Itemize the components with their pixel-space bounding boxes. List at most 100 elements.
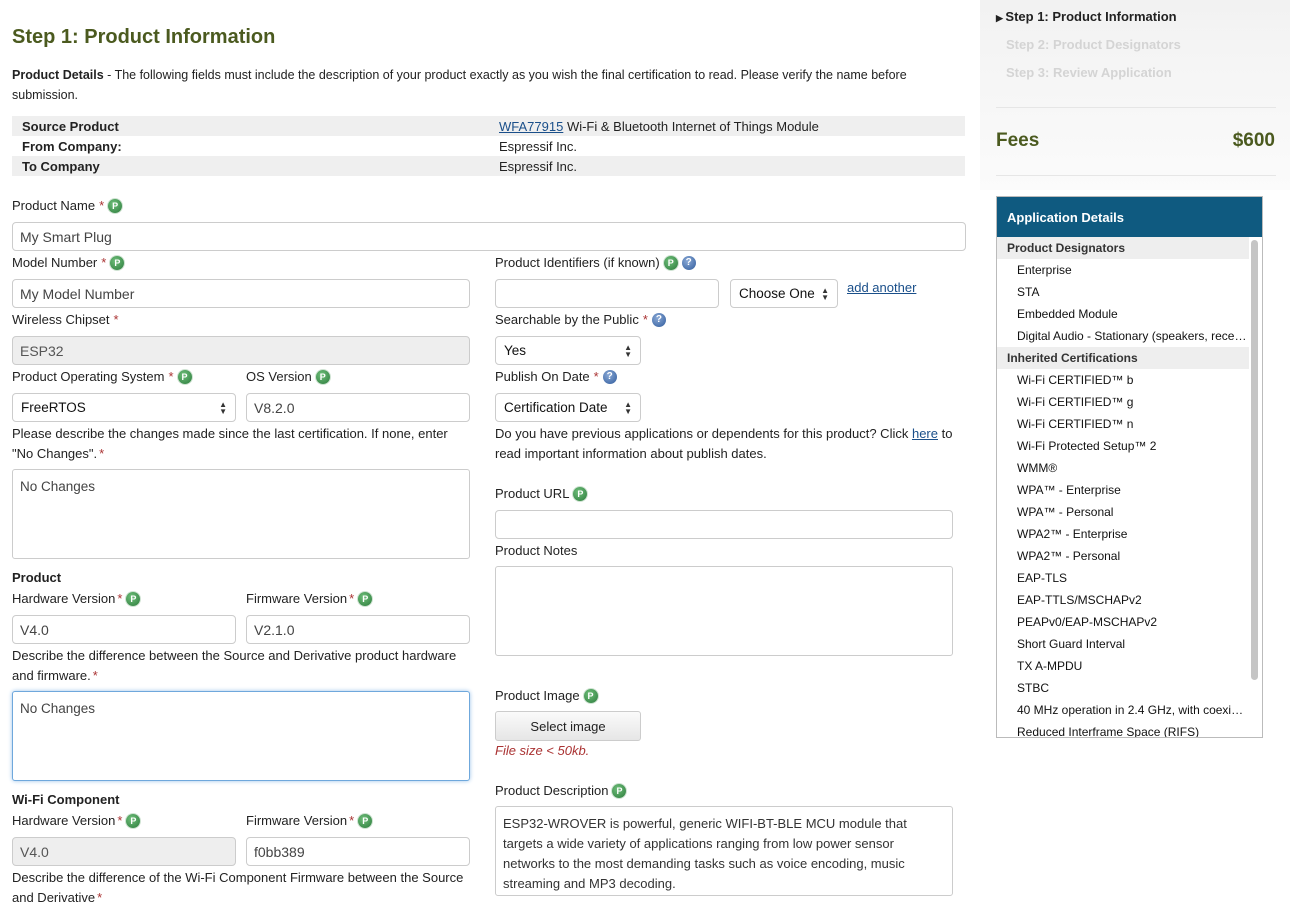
step-1: ▶ Step 1: Product Information [996, 9, 1177, 24]
p-info-icon[interactable]: P [126, 813, 141, 828]
details-item: WPA2™ - Personal [1017, 549, 1121, 563]
description-label: Product Description P [495, 783, 627, 798]
summary-label: From Company: [22, 138, 122, 154]
sidebar-steps: ▶ Step 1: Product Information Step 2: Pr… [980, 0, 1290, 190]
details-item: WPA2™ - Enterprise [1017, 527, 1128, 541]
hw-version-input[interactable]: V4.0 [12, 615, 236, 644]
summary-label: To Company [22, 158, 100, 174]
p-info-icon[interactable]: P [663, 255, 678, 270]
select-image-button[interactable]: Select image [495, 711, 641, 741]
identifiers-label: Product Identifiers (if known) P? [495, 255, 696, 270]
p-info-icon[interactable]: P [358, 813, 373, 828]
searchable-select[interactable]: Yes ▲ ▼ [495, 336, 641, 365]
os-version-label: OS Version P [246, 369, 330, 384]
details-item: EAP-TTLS/MSCHAPv2 [1017, 593, 1142, 607]
file-size-hint: File size < 50kb. [495, 743, 590, 758]
fw-version-label: Firmware Version * P [246, 591, 373, 606]
summary-value: Espressif Inc. [499, 158, 578, 174]
p-info-icon[interactable]: P [110, 255, 125, 270]
chevron-updown-icon: ▲ ▼ [821, 285, 829, 302]
details-item: STBC [1017, 681, 1050, 695]
details-item: WMM® [1017, 461, 1058, 475]
chevron-updown-icon: ▲ ▼ [624, 342, 632, 359]
chevron-updown-icon: ▲ ▼ [624, 399, 632, 416]
wifi-section-heading: Wi-Fi Component [12, 792, 120, 807]
product-section-heading: Product [12, 570, 62, 585]
details-item: Embedded Module [1017, 307, 1118, 321]
wifi-fw-version-label: Firmware Version * P [246, 813, 373, 828]
p-info-icon[interactable]: P [108, 198, 123, 213]
hw-version-label: Hardware Version * P [12, 591, 141, 606]
product-name-label: Product Name * P [12, 198, 123, 213]
summary-row: To Company Espressif Inc. [12, 156, 965, 176]
details-item: 40 MHz operation in 2.4 GHz, with coexis… [1017, 703, 1247, 717]
step-3: Step 3: Review Application [1006, 65, 1172, 80]
details-item: Digital Audio - Stationary (speakers, re… [1017, 329, 1247, 343]
summary-value: Espressif Inc. [499, 138, 578, 154]
notes-textarea[interactable] [495, 566, 953, 656]
details-item: TX A-MPDU [1017, 659, 1083, 673]
model-number-label: Model Number * P [12, 255, 125, 270]
help-icon[interactable]: ? [651, 312, 666, 327]
details-item: EAP-TLS [1017, 571, 1068, 585]
wireless-chipset-label: Wireless Chipset * [12, 312, 119, 327]
divider [996, 107, 1276, 108]
wifi-hw-version-input: V4.0 [12, 837, 236, 866]
chevron-updown-icon: ▲ ▼ [219, 399, 227, 416]
intro: Product Details - The following fields m… [12, 65, 962, 105]
description-textarea[interactable]: ESP32-WROVER is powerful, generic WIFI-B… [495, 806, 953, 896]
details-list: Product Designators Enterprise STA Embedde… [997, 237, 1262, 737]
os-label: Product Operating System * P [12, 369, 192, 384]
summary-value: Wi-Fi & Bluetooth Internet of Things Mod… [563, 118, 819, 134]
p-info-icon[interactable]: P [315, 369, 330, 384]
application-details-panel: Application Details Product Designators … [996, 196, 1263, 738]
certs-header: Inherited Certifications [997, 347, 1249, 369]
os-version-input[interactable]: V8.2.0 [246, 393, 470, 422]
details-item: Wi-Fi CERTIFIED™ n [1017, 417, 1134, 431]
add-another-link[interactable]: add another [847, 280, 917, 295]
publish-select[interactable]: Certification Date ▲ ▼ [495, 393, 641, 422]
designators-header: Product Designators [997, 237, 1249, 259]
product-name-input[interactable]: My Smart Plug [12, 222, 966, 251]
url-input[interactable] [495, 510, 953, 539]
changes-textarea[interactable]: No Changes [12, 469, 470, 559]
url-label: Product URL P [495, 486, 588, 501]
changes-label: Please describe the changes made since t… [12, 426, 448, 461]
model-number-input[interactable]: My Model Number [12, 279, 470, 308]
fees-label: Fees [996, 130, 1040, 151]
wireless-chipset-input: ESP32 [12, 336, 470, 365]
os-select[interactable]: FreeRTOS ▲ ▼ [12, 393, 236, 422]
summary-row: Source Product WFA77915 Wi-Fi & Bluetooth… [12, 116, 965, 136]
page-title: Step 1: Product Information [12, 26, 276, 48]
details-item: Short Guard Interval [1017, 637, 1126, 651]
summary-label: Source Product [22, 118, 119, 134]
searchable-label: Searchable by the Public *? [495, 312, 666, 327]
identifier-type-select[interactable]: Choose One ▲ ▼ [730, 279, 838, 308]
application-details-header: Application Details [997, 197, 1262, 237]
p-info-icon[interactable]: P [583, 688, 598, 703]
p-info-icon[interactable]: P [358, 591, 373, 606]
details-item: Reduced Interframe Space (RIFS) [1017, 725, 1200, 737]
step-2: Step 2: Product Designators [1006, 37, 1181, 52]
fees-value: $600 [1232, 130, 1275, 151]
p-info-icon[interactable]: P [612, 783, 627, 798]
help-icon[interactable]: ? [681, 255, 696, 270]
diff-textarea[interactable]: No Changes [12, 691, 470, 781]
publish-note: Do you have previous applications or dep… [495, 426, 953, 461]
wifi-diff-label: Describe the difference of the Wi-Fi Com… [12, 870, 464, 905]
wifi-fw-version-input[interactable]: f0bb389 [246, 837, 470, 866]
source-product-link[interactable]: WFA77915 [499, 118, 564, 134]
details-item: Enterprise [1017, 263, 1072, 277]
scrollbar[interactable] [1251, 240, 1258, 680]
p-info-icon[interactable]: P [177, 369, 192, 384]
fw-version-input[interactable]: V2.1.0 [246, 615, 470, 644]
p-info-icon[interactable]: P [573, 486, 588, 501]
divider [996, 175, 1276, 176]
details-item: WPA™ - Enterprise [1017, 483, 1121, 497]
identifiers-input[interactable] [495, 279, 719, 308]
here-link[interactable]: here [911, 426, 938, 441]
p-info-icon[interactable]: P [126, 591, 141, 606]
summary-row: From Company: Espressif Inc. [12, 136, 965, 156]
help-icon[interactable]: ? [602, 369, 617, 384]
details-item: Wi-Fi CERTIFIED™ b [1017, 373, 1134, 387]
